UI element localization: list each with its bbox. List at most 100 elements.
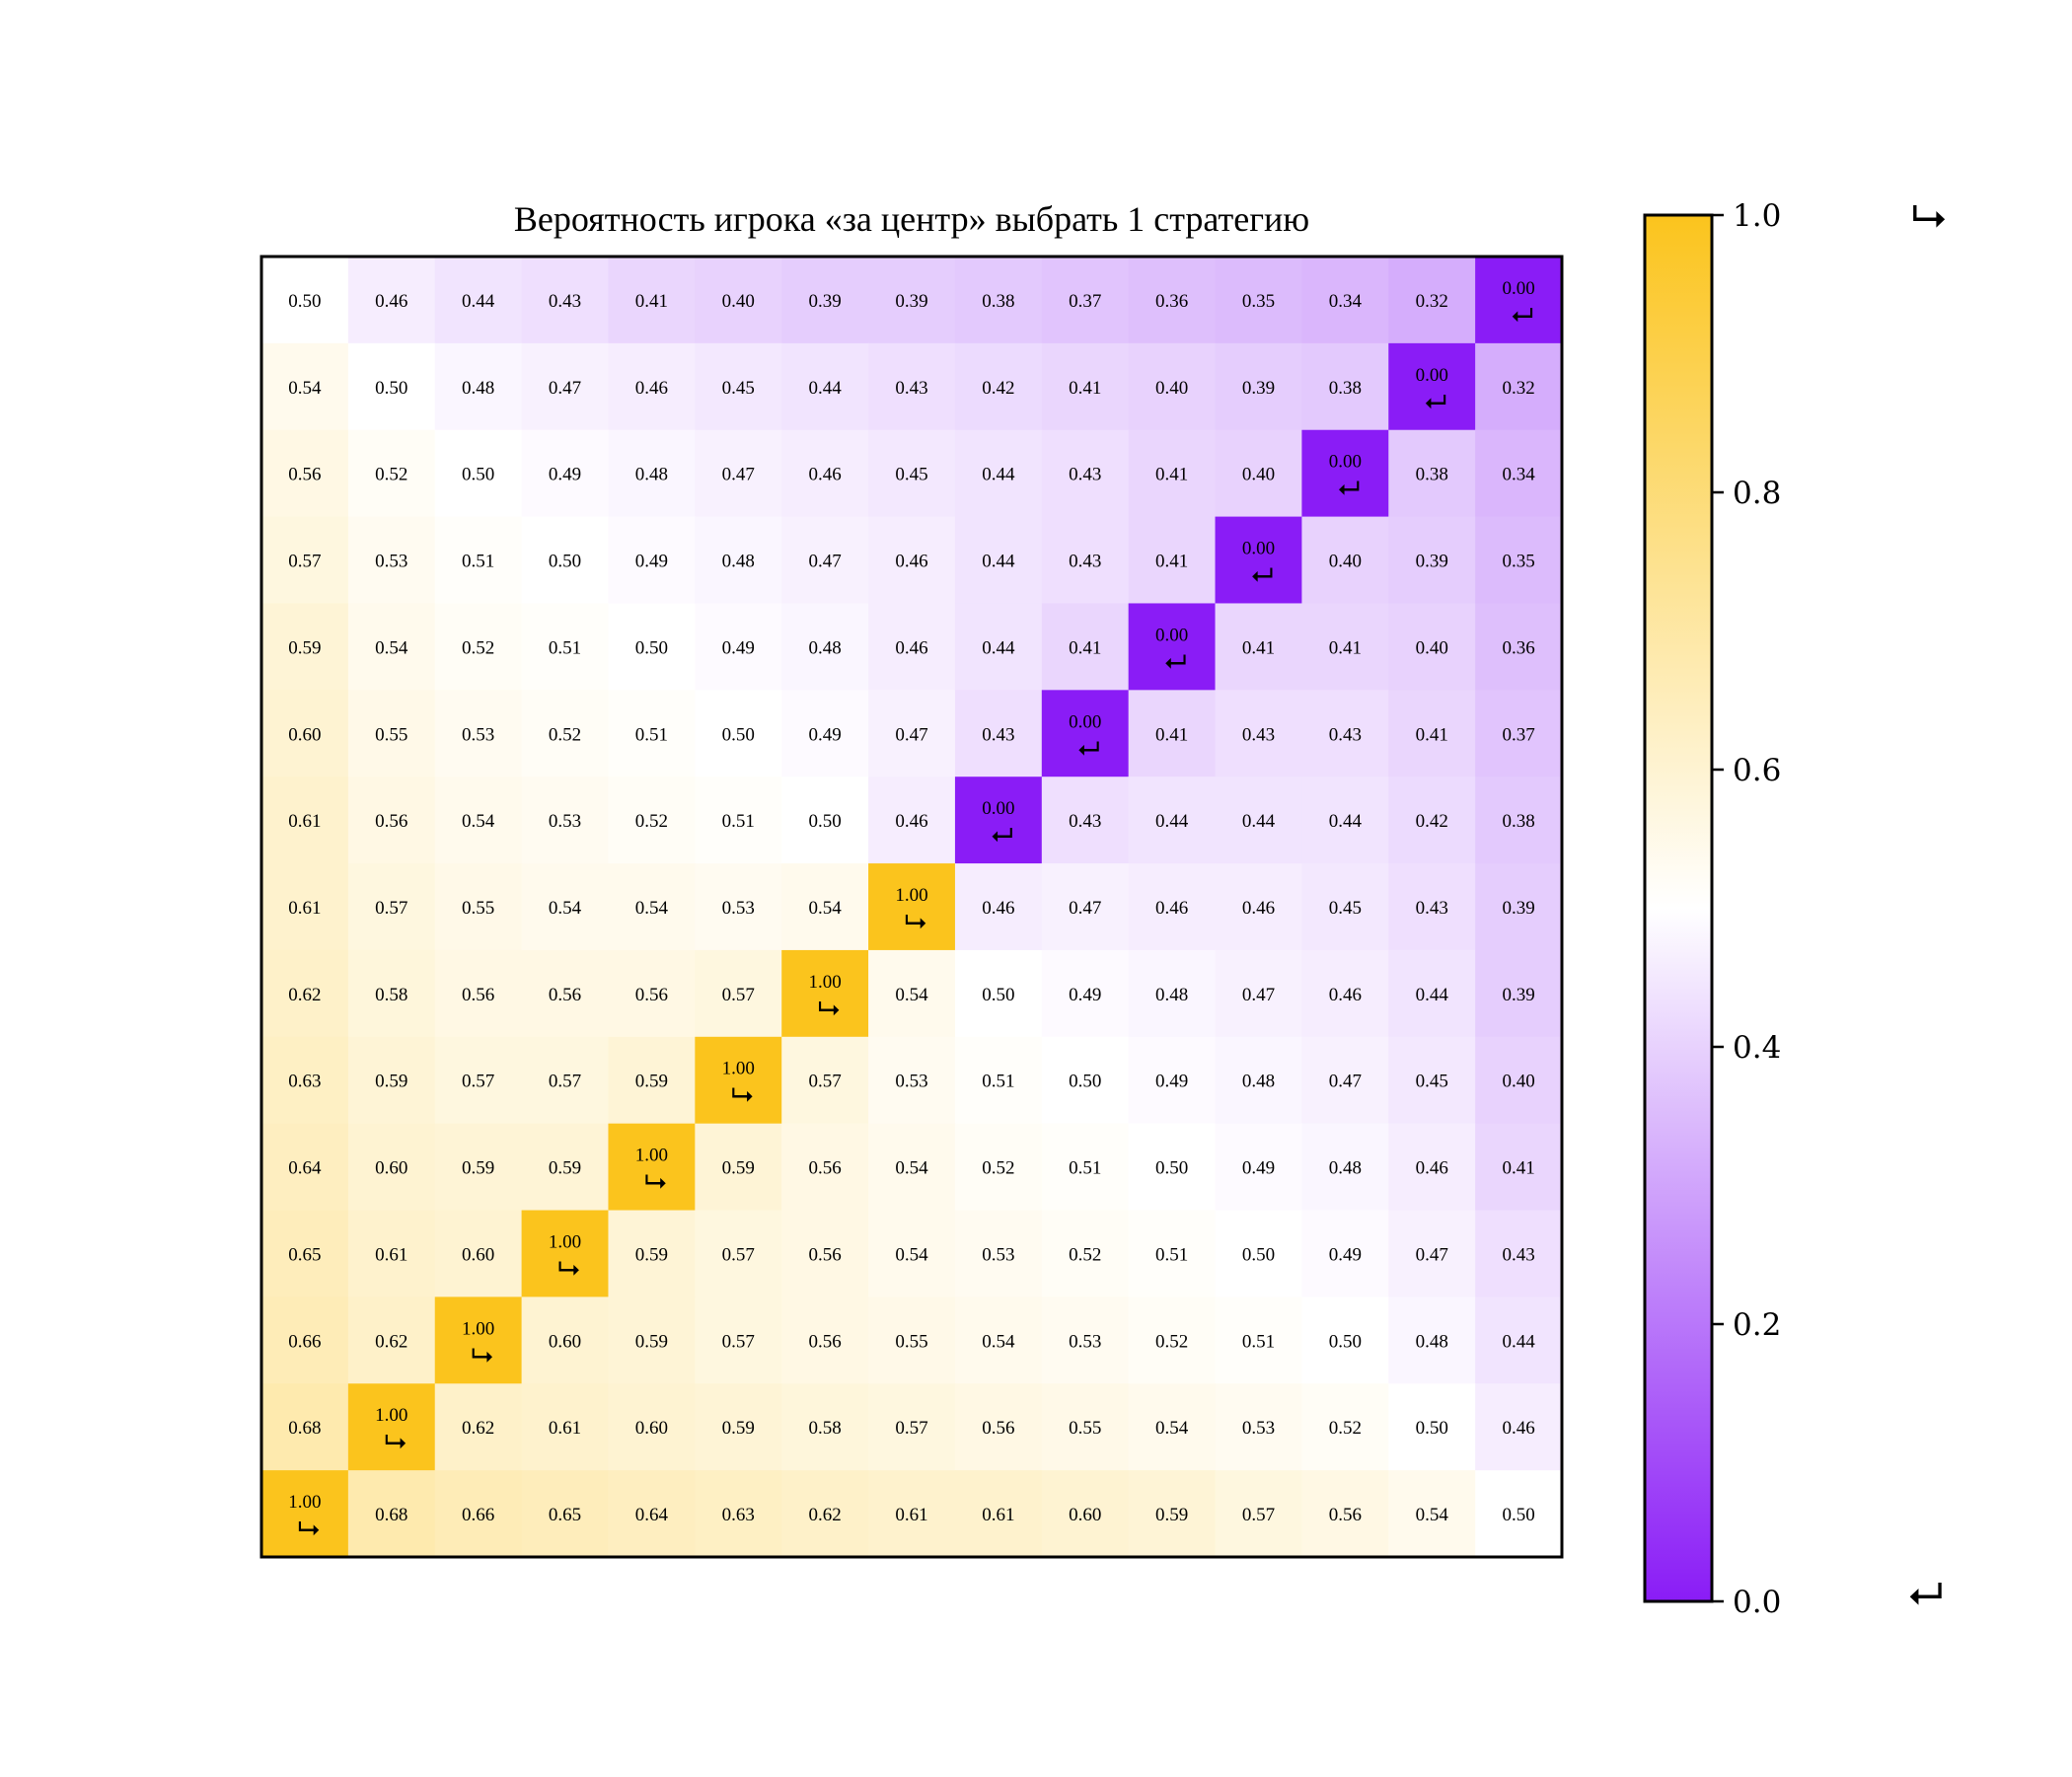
heatmap-cell [1388,1383,1476,1471]
cell-value-label: 0.43 [1416,898,1448,919]
cell-value-label: 0.65 [288,1244,321,1265]
heatmap-cell [1301,516,1389,605]
cell-value-label: 0.56 [635,985,668,1005]
cell-value-label: 0.59 [462,1158,494,1179]
cell-value-label: 0.59 [635,1072,668,1092]
cell-value-label: 0.40 [1155,378,1188,399]
cell-value-label: 0.57 [549,1072,581,1092]
heatmap-cell [434,1296,523,1384]
cell-value-label: 0.50 [635,637,668,658]
cell-value-label: 0.41 [635,291,668,312]
heatmap-cell [954,429,1043,518]
heatmap-cell [868,429,956,518]
heatmap-cell [1388,1036,1476,1125]
cell-value-label: 0.48 [809,637,842,658]
heatmap-cell [261,1036,349,1125]
cell-value-label: 0.57 [895,1418,927,1439]
cell-value-label: 0.43 [1069,465,1101,485]
cell-value-label: 0.68 [375,1505,407,1525]
cell-value-label: 0.55 [375,724,407,745]
cell-marker-high-icon: ⮡ [818,992,840,1024]
heatmap-cell [1215,1123,1302,1212]
cell-value-label: 0.47 [895,724,927,745]
colorbar-tick-label: 0.6 [1733,753,1781,788]
heatmap-cell [434,257,523,344]
heatmap-cell [1041,1123,1130,1212]
cell-value-label: 0.56 [809,1331,842,1352]
cell-value-label: 0.59 [1155,1505,1188,1525]
heatmap-cell [608,1123,696,1212]
heatmap-cell [1215,1036,1302,1125]
colorbar-tick-label: 1.0 [1733,198,1781,234]
cell-value-label: 0.47 [1069,898,1101,919]
cell-value-label: 0.41 [1155,552,1188,572]
heatmap-cell [434,1383,523,1471]
heatmap-cell [695,1470,782,1558]
heatmap-cell [608,342,696,431]
cell-value-label: 0.56 [549,985,581,1005]
heatmap-cell [868,863,956,951]
heatmap-cell [608,1470,696,1558]
heatmap-cell [521,690,610,777]
heatmap-cell [521,257,610,344]
cell-value-label: 0.44 [1155,811,1189,832]
cell-value-label: 0.50 [1069,1072,1101,1092]
cell-value-label: 0.48 [462,378,494,399]
cell-value-label: 0.59 [549,1158,581,1179]
heatmap-cell [1041,949,1130,1038]
cell-marker-low-icon: ⮠ [1164,644,1186,677]
heatmap-cell [347,516,436,605]
cell-value-label: 0.54 [1155,1418,1189,1439]
cell-value-label: 0.00 [1329,452,1362,473]
heatmap-cell [434,1123,523,1212]
cell-value-label: 0.60 [549,1331,581,1352]
cell-value-label: 0.56 [375,811,407,832]
cell-value-label: 0.32 [1502,378,1534,399]
cell-value-label: 0.34 [1502,465,1535,485]
cell-value-label: 0.39 [1242,378,1275,399]
heatmap-cell [695,949,782,1038]
heatmap-cell [954,342,1043,431]
cell-marker-low-icon: ⮠ [1251,558,1273,591]
cell-value-label: 0.63 [722,1505,755,1525]
cell-value-label: 0.55 [895,1331,927,1352]
cell-value-label: 0.34 [1329,291,1363,312]
cell-value-label: 0.52 [1329,1418,1362,1439]
heatmap-cell [1301,429,1389,518]
heatmap-cell [1475,949,1563,1038]
heatmap-cell [954,777,1043,864]
cell-value-label: 0.54 [462,811,495,832]
heatmap-cell [868,1210,956,1297]
cell-value-label: 0.41 [1155,724,1188,745]
cell-value-label: 0.61 [982,1505,1014,1525]
heatmap-cell [1215,777,1302,864]
heatmap-cell [347,690,436,777]
cell-value-label: 0.52 [549,724,581,745]
heatmap-cell [1388,777,1476,864]
heatmap-cell [1475,1296,1563,1384]
heatmap-cell [954,1210,1043,1297]
cell-value-label: 0.41 [1242,637,1275,658]
heatmap-cell [1215,516,1302,605]
heatmap-cell [1128,1123,1217,1212]
heatmap-cell [1388,1296,1476,1384]
heatmap-cell [1041,342,1130,431]
heatmap-cell [1475,603,1563,691]
heatmap-cell [521,863,610,951]
heatmap-cell [1041,1210,1130,1297]
cell-value-label: 0.56 [809,1158,842,1179]
cell-value-label: 0.42 [1416,811,1448,832]
cell-value-label: 0.61 [288,811,321,832]
cell-value-label: 0.41 [1069,637,1101,658]
heatmap-cell [1041,1470,1130,1558]
cell-value-label: 0.38 [1502,811,1534,832]
heatmap-cell [1128,863,1217,951]
cell-value-label: 0.51 [1242,1331,1275,1352]
heatmap-cell [1301,1470,1389,1558]
cell-value-label: 0.44 [982,552,1015,572]
cell-value-label: 0.56 [462,985,494,1005]
heatmap-cell [434,342,523,431]
cell-value-label: 0.00 [1502,278,1534,299]
heatmap-cell [1128,1383,1217,1471]
